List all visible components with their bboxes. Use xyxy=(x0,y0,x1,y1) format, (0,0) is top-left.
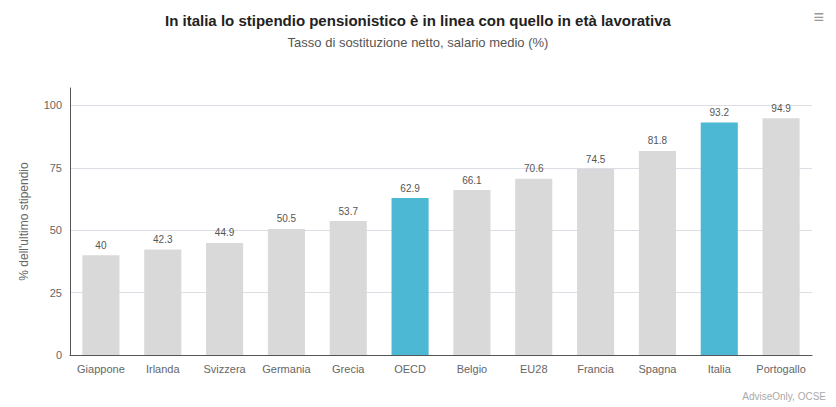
svg-text:Italia: Italia xyxy=(708,363,732,375)
svg-text:In italia lo stipendio pension: In italia lo stipendio pensionistico è i… xyxy=(165,12,672,29)
svg-text:0: 0 xyxy=(56,349,62,361)
svg-text:53.7: 53.7 xyxy=(339,206,359,217)
svg-text:Belgio: Belgio xyxy=(457,363,488,375)
svg-text:81.8: 81.8 xyxy=(648,135,668,146)
svg-text:Giappone: Giappone xyxy=(77,363,125,375)
svg-text:Tasso di sostituzione netto, s: Tasso di sostituzione netto, salario med… xyxy=(288,35,549,50)
svg-text:75: 75 xyxy=(50,162,62,174)
svg-text:Grecia: Grecia xyxy=(332,363,365,375)
svg-text:EU28: EU28 xyxy=(520,363,548,375)
svg-text:% dell'ultimo stipendio: % dell'ultimo stipendio xyxy=(17,162,31,281)
svg-text:74.5: 74.5 xyxy=(586,154,606,165)
svg-text:50: 50 xyxy=(50,224,62,236)
svg-text:100: 100 xyxy=(44,99,62,111)
svg-text:40: 40 xyxy=(95,240,107,251)
svg-text:≡: ≡ xyxy=(813,7,824,27)
svg-text:66.1: 66.1 xyxy=(462,175,482,186)
svg-text:44.9: 44.9 xyxy=(215,227,235,238)
svg-text:42.3: 42.3 xyxy=(153,234,173,245)
svg-text:62.9: 62.9 xyxy=(400,183,420,194)
svg-text:Francia: Francia xyxy=(577,363,615,375)
svg-text:Svizzera: Svizzera xyxy=(203,363,246,375)
svg-text:Spagna: Spagna xyxy=(638,363,677,375)
svg-text:25: 25 xyxy=(50,287,62,299)
svg-text:94.9: 94.9 xyxy=(771,103,791,114)
svg-text:70.6: 70.6 xyxy=(524,163,544,174)
svg-text:50.5: 50.5 xyxy=(277,213,297,224)
svg-text:93.2: 93.2 xyxy=(710,107,730,118)
svg-text:Irlanda: Irlanda xyxy=(146,363,181,375)
svg-text:AdviseOnly, OCSE: AdviseOnly, OCSE xyxy=(742,391,826,402)
svg-text:OECD: OECD xyxy=(394,363,426,375)
svg-text:Portogallo: Portogallo xyxy=(756,363,806,375)
svg-text:Germania: Germania xyxy=(262,363,311,375)
